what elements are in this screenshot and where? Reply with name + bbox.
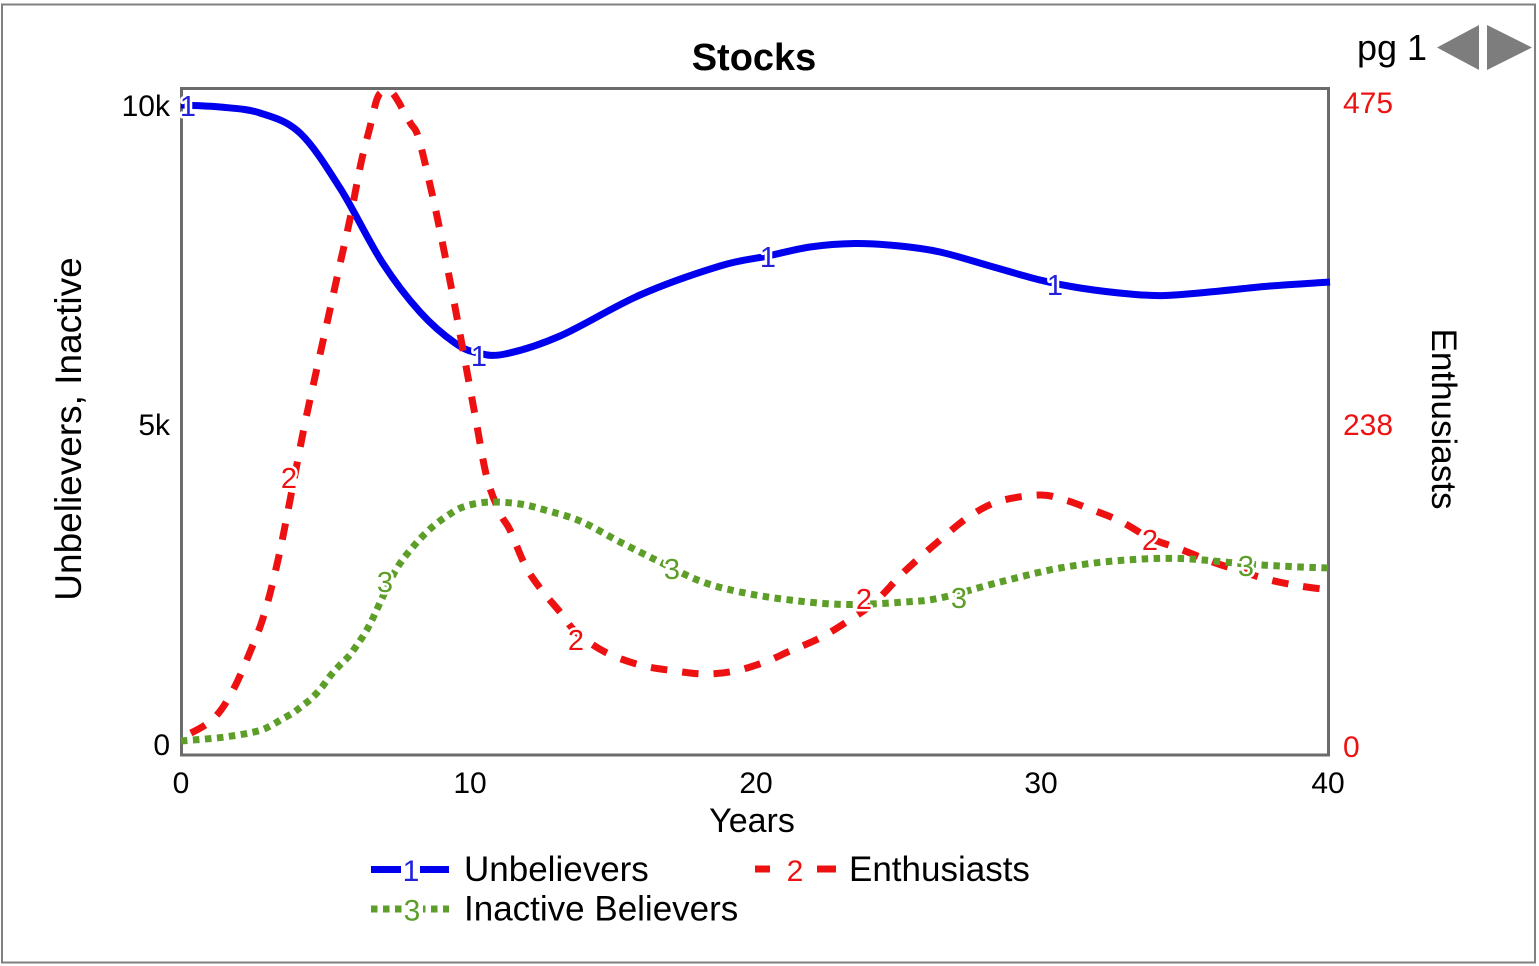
svg-text:1: 1 bbox=[403, 855, 420, 888]
svg-text:10k: 10k bbox=[122, 90, 171, 123]
svg-text:Years: Years bbox=[709, 802, 795, 840]
svg-text:20: 20 bbox=[739, 767, 772, 800]
svg-text:0: 0 bbox=[1343, 731, 1360, 764]
svg-text:10: 10 bbox=[453, 767, 486, 800]
svg-text:Stocks: Stocks bbox=[692, 37, 817, 79]
svg-text:40: 40 bbox=[1311, 767, 1344, 800]
svg-text:238: 238 bbox=[1343, 409, 1393, 442]
svg-text:30: 30 bbox=[1024, 767, 1057, 800]
svg-text:3: 3 bbox=[664, 554, 680, 586]
svg-text:0: 0 bbox=[153, 729, 170, 762]
svg-text:Unbelievers: Unbelievers bbox=[464, 850, 649, 889]
svg-text:2: 2 bbox=[856, 584, 872, 616]
svg-text:1: 1 bbox=[760, 242, 776, 274]
svg-text:Unbelievers, Inactive: Unbelievers, Inactive bbox=[48, 257, 89, 600]
svg-text:475: 475 bbox=[1343, 87, 1393, 120]
svg-text:2: 2 bbox=[281, 463, 297, 495]
svg-text:Inactive Believers: Inactive Believers bbox=[464, 890, 738, 929]
svg-text:2: 2 bbox=[787, 855, 804, 888]
svg-text:2: 2 bbox=[1142, 525, 1158, 557]
svg-text:Enthusiasts: Enthusiasts bbox=[849, 850, 1030, 889]
svg-text:1: 1 bbox=[1047, 270, 1063, 302]
svg-text:3: 3 bbox=[404, 895, 421, 928]
svg-text:3: 3 bbox=[951, 583, 967, 615]
svg-text:1: 1 bbox=[180, 91, 196, 123]
svg-text:5k: 5k bbox=[138, 409, 171, 442]
svg-text:0: 0 bbox=[173, 767, 190, 800]
svg-text:3: 3 bbox=[377, 567, 393, 599]
svg-text:Enthusiasts: Enthusiasts bbox=[1424, 329, 1463, 510]
svg-text:1: 1 bbox=[471, 341, 487, 373]
svg-text:2: 2 bbox=[568, 625, 584, 657]
svg-text:pg 1: pg 1 bbox=[1357, 27, 1427, 68]
svg-text:3: 3 bbox=[1238, 551, 1254, 583]
